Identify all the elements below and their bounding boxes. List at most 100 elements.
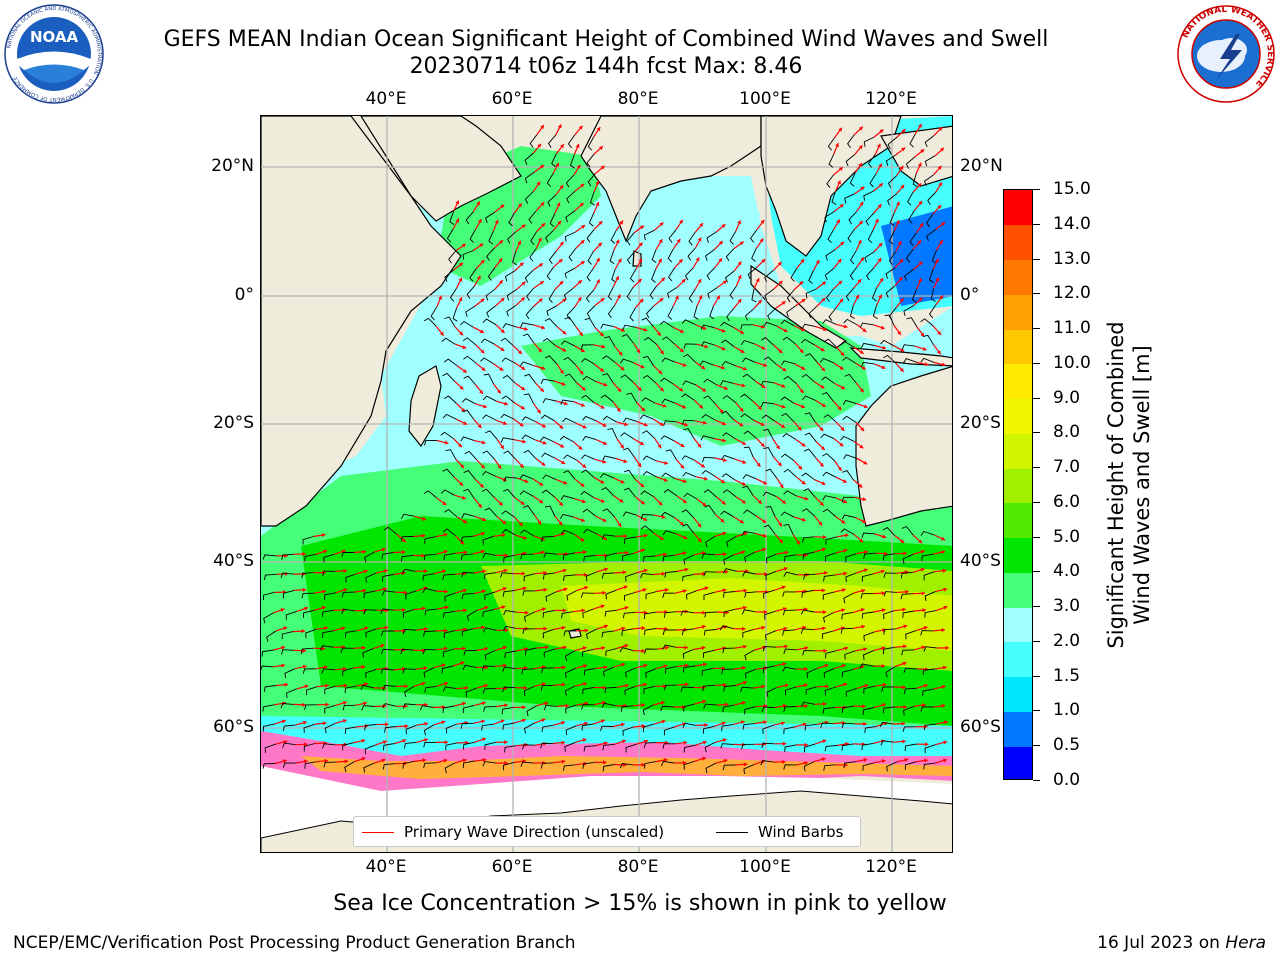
wind-barb (803, 448, 817, 458)
wave-direction-arrowhead (760, 422, 765, 426)
wave-direction-arrowhead (563, 480, 568, 485)
wave-direction-arrowhead (561, 682, 566, 687)
wind-barb (462, 741, 475, 750)
wave-direction-arrowhead (581, 608, 585, 613)
wave-direction-arrowhead (840, 351, 845, 356)
wave-direction-arrowhead (819, 501, 824, 506)
wave-direction-arrowhead (864, 550, 868, 555)
wind-barb (800, 338, 815, 346)
wind-barb (424, 536, 436, 544)
wind-barb (740, 393, 754, 402)
wave-direction-arrowhead (541, 366, 546, 370)
wave-direction-arrowhead (863, 647, 867, 652)
wave-direction-arrowhead (743, 588, 748, 593)
wind-barb (501, 357, 516, 364)
wind-barb (441, 665, 454, 674)
wind-barb (821, 392, 834, 402)
wave-direction-arrowhead (561, 460, 566, 464)
arabia (360, 116, 522, 222)
wind-barb (884, 314, 895, 326)
wave-direction-arrowhead (941, 536, 946, 541)
wind-barb (281, 553, 294, 560)
wave-direction-arrowhead (924, 362, 929, 367)
wave-direction-arrowhead (559, 185, 564, 190)
wave-direction-arrowhead (760, 442, 765, 447)
wave-direction-arrowhead (458, 443, 462, 448)
wave-direction-arrowhead (602, 590, 606, 595)
wind-barb (801, 508, 815, 517)
wave-direction-arrowhead (895, 220, 900, 225)
wind-barb (460, 535, 474, 543)
wind-barb (705, 762, 717, 774)
wind-barb (824, 745, 838, 752)
wind-barb (783, 490, 798, 497)
wave-direction-arrowhead (424, 721, 429, 726)
colorbar-tick-mark (1033, 362, 1040, 364)
wave-direction-arrowhead (480, 549, 485, 554)
southern-yellow-core (561, 578, 952, 651)
wave-direction-arrowhead (804, 703, 808, 709)
wind-barb (843, 318, 858, 325)
wind-barb (800, 609, 815, 615)
wind-barb (844, 373, 857, 384)
wave-direction-arrowhead (343, 588, 348, 593)
wave-direction-arrowhead (902, 607, 906, 612)
wave-direction-arrowhead (579, 370, 584, 375)
wave-direction-arrowhead (541, 607, 546, 612)
wind-barb (402, 668, 416, 674)
wind-barb (642, 723, 655, 733)
wave-direction-arrowhead (700, 463, 705, 468)
wind-barb (404, 686, 415, 698)
wind-barb (263, 612, 274, 624)
wave-direction-arrowhead (663, 552, 667, 557)
wave-direction-arrowhead (702, 699, 707, 704)
wind-barb (905, 156, 916, 169)
wind-barb (620, 705, 634, 712)
wave-direction-arrowhead (517, 240, 522, 245)
wind-barb (520, 529, 534, 537)
wave-direction-arrowhead (821, 403, 826, 407)
wind-barb (483, 373, 494, 385)
wind-barb (667, 248, 674, 263)
colorbar-tick-label: 8.0 (1053, 422, 1081, 443)
wave-direction-arrowhead (502, 477, 507, 482)
colorbar-tick-label: 5.0 (1053, 526, 1081, 547)
wind-barb (841, 705, 854, 713)
wave-direction-arrowhead (844, 533, 849, 538)
wave-direction-arrowhead (900, 347, 905, 352)
wave-direction-arrowhead (702, 420, 707, 425)
wind-barb (502, 625, 517, 632)
wind-barb (503, 450, 516, 460)
colorbar-tick-mark (1033, 293, 1040, 295)
wave-direction-arrowhead (718, 240, 723, 245)
wave-direction-arrowhead (462, 368, 467, 373)
wave-direction-arrowhead (480, 259, 485, 264)
wind-barb (923, 762, 936, 770)
colorbar-title: Significant Height of Combined Wind Wave… (1103, 321, 1155, 648)
wave-direction-arrowhead (684, 663, 689, 668)
wave-direction-arrowhead (761, 684, 766, 689)
wave-direction-arrowhead (595, 202, 600, 206)
wind-barb (900, 571, 914, 579)
wave-direction-arrowhead (641, 762, 646, 767)
wave-direction-arrowhead (403, 590, 408, 595)
wind-barb (640, 525, 654, 534)
wind-barb (742, 723, 755, 730)
wind-barb (683, 703, 695, 712)
wind-barb (908, 210, 915, 224)
wind-barb (580, 592, 594, 598)
wave-direction-arrowhead (561, 759, 566, 764)
wave-direction-arrowhead (600, 719, 605, 724)
wind-barb (704, 611, 717, 618)
wind-barb (423, 490, 437, 499)
wind-barb (720, 321, 734, 328)
wave-direction-arrowhead (679, 348, 684, 353)
wind-barb (463, 470, 476, 480)
wave-direction-arrowhead (881, 591, 886, 596)
wind-barb (782, 666, 796, 672)
wave-direction-arrowhead (424, 738, 428, 743)
wave-direction-arrowhead (659, 422, 664, 426)
wave-direction-arrowhead (616, 407, 621, 412)
wind-barb (864, 251, 875, 263)
wind-barb (687, 247, 696, 261)
